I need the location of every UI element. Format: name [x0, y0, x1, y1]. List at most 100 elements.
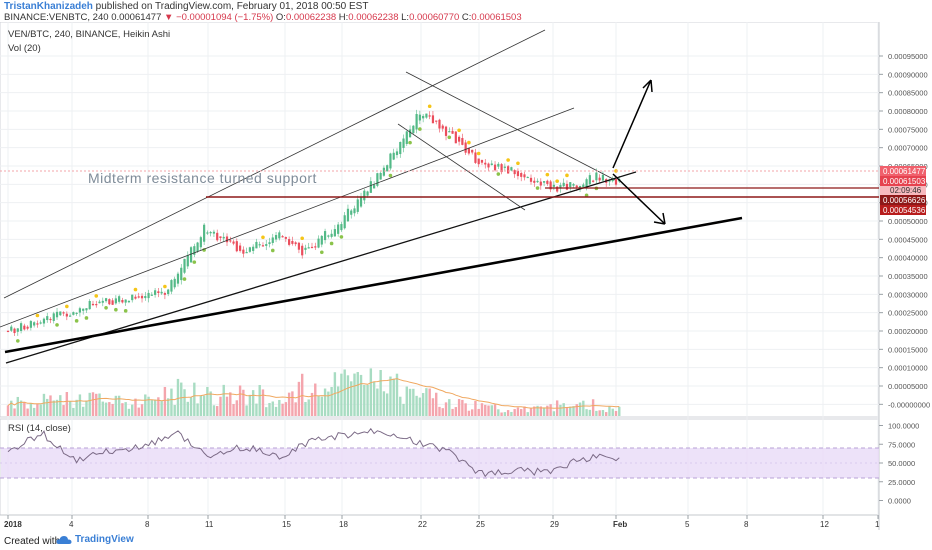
volume-bar [454, 407, 458, 416]
candle-body [153, 290, 157, 295]
volume-bar [480, 403, 484, 416]
candle-body [533, 180, 536, 183]
volume-bar [261, 389, 265, 416]
volume-bar [91, 392, 95, 416]
volume-bar [16, 396, 20, 416]
candle-body [490, 163, 493, 166]
author-name[interactable]: TristanKhanizadeh [4, 1, 93, 12]
volume-bar [438, 406, 441, 416]
candle-body [252, 246, 255, 251]
volume-bar [421, 393, 425, 416]
candle-body [340, 224, 343, 231]
candle-body [258, 244, 261, 246]
candles[interactable] [6, 109, 621, 337]
grid [0, 22, 879, 515]
candle-body [238, 245, 242, 251]
signal-dot [55, 323, 59, 327]
signal-dots [16, 104, 618, 343]
rsi-axis[interactable]: 100.0000 75.0000 50.0000 25.0000 0.0000 [879, 422, 919, 506]
volume-bar [284, 402, 288, 416]
chart-title: VEN/BTC, 240, BINANCE, Heikin Ashi [8, 29, 170, 40]
time-axis[interactable]: 2018 4 8 11 15 18 22 25 29 Feb 5 8 12 1 [4, 515, 880, 529]
candle-body [104, 298, 108, 302]
price-tick-label: 0.00005000 [888, 382, 928, 391]
candle-body [29, 321, 32, 328]
candle-body [245, 252, 248, 254]
candle-body [23, 325, 26, 330]
price-chart[interactable]: Midterm resistance turned support VEN/BT… [0, 22, 932, 531]
volume-bar [294, 402, 297, 416]
candle-body [438, 119, 441, 129]
tradingview-logo[interactable]: TradingView [56, 534, 134, 545]
volume-bar [575, 404, 578, 416]
time-tick-label: 8 [744, 520, 749, 529]
volume-bar [317, 396, 320, 416]
candle-body [111, 300, 114, 305]
candle-body [497, 163, 500, 167]
rsi-line [7, 427, 620, 478]
candle-body [588, 175, 591, 185]
volume-bar [405, 386, 408, 416]
volume-bar [614, 411, 618, 416]
candle-body [343, 215, 346, 229]
volume-bar [461, 399, 464, 416]
volume-bar [399, 396, 402, 416]
candle-body [500, 164, 503, 173]
price-axis[interactable]: 0.00095000 0.00090000 0.00085000 0.00080000… [879, 52, 930, 409]
volume-bar [385, 393, 389, 416]
candle-body [487, 163, 490, 168]
volume-bar [42, 393, 46, 416]
candle-body [193, 246, 196, 255]
volume-bar [546, 405, 549, 416]
volume-bar [418, 397, 422, 416]
candle-body [199, 237, 202, 248]
annotation-text[interactable]: Midterm resistance turned support [88, 170, 317, 186]
volume-bar [376, 388, 379, 416]
volume-bar [291, 391, 294, 416]
candle-body [327, 235, 330, 237]
channel-mid [0, 107, 575, 328]
candle-body [520, 173, 523, 177]
candle-body [88, 300, 91, 310]
volume-bar [618, 406, 621, 416]
volume-bar [101, 401, 104, 416]
candle-body [507, 166, 510, 174]
candle-body [19, 323, 23, 331]
volume-ma-line [7, 378, 620, 409]
candle-body [222, 236, 225, 239]
candle-body [546, 180, 549, 184]
volume-bar [464, 403, 467, 416]
candle-body [529, 177, 533, 182]
candle-body [281, 236, 284, 238]
signal-dot [84, 316, 89, 320]
candle-body [542, 181, 546, 183]
volume-bar [448, 399, 451, 416]
candle-body [114, 298, 117, 304]
channel-lower [5, 171, 637, 364]
high-value: 0.00062238 [348, 12, 399, 23]
volume-bar [350, 381, 353, 416]
candle-body [369, 181, 372, 193]
volume-bar [108, 402, 111, 416]
signal-dot [261, 235, 265, 240]
candle-body [382, 167, 386, 176]
cloud-icon [56, 535, 72, 544]
candle-body [206, 232, 209, 234]
volume-bar [549, 404, 552, 416]
volume-bar [176, 378, 180, 416]
volume-bar [539, 406, 543, 416]
price-tags: 0.00061477 0.00061503 02:09:46 0.0005662… [880, 166, 926, 215]
volume-bar [389, 376, 392, 416]
signal-dot [182, 277, 187, 281]
rsi-legend: RSI (14, close) [8, 423, 71, 434]
volume-bar [467, 410, 471, 416]
price-tick-label: -0.00000000 [888, 400, 930, 409]
volume-bar [95, 393, 98, 416]
rsi-tick-label: 50.0000 [888, 459, 915, 468]
candle-body [176, 273, 180, 284]
volume-bar [121, 403, 124, 416]
volume-bar [372, 381, 376, 416]
volume-bar [68, 401, 72, 416]
candle-body [503, 166, 506, 168]
candle-body [320, 235, 323, 245]
